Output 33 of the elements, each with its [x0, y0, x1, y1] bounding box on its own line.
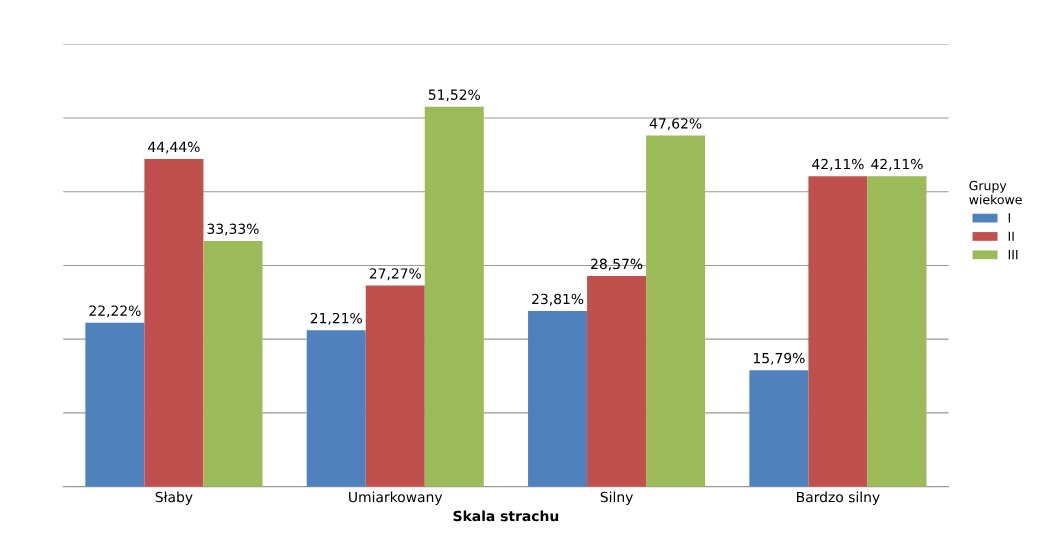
data-label: 22,22%: [89, 305, 141, 318]
bar: [144, 158, 204, 487]
data-label: 21,21%: [310, 312, 362, 325]
bar: [867, 176, 927, 487]
data-label: 33,33%: [207, 223, 259, 236]
x-tick-label: Umiarkowany: [349, 491, 443, 505]
bar: [587, 275, 647, 487]
legend-label: II: [1008, 231, 1014, 241]
data-label: 51,52%: [428, 89, 480, 102]
bar: [528, 311, 588, 487]
data-label: 42,11%: [812, 158, 864, 171]
x-tick-label: Słaby: [155, 491, 193, 505]
legend-label: III: [1008, 250, 1018, 260]
data-label: 44,44%: [148, 141, 200, 154]
bar: [808, 176, 868, 487]
x-tick-label: Bardzo silny: [797, 491, 880, 505]
data-label: 27,27%: [369, 268, 421, 281]
bar: [203, 240, 263, 487]
bar: [749, 370, 809, 487]
bar: [85, 322, 145, 487]
data-label: 28,57%: [591, 258, 643, 271]
data-label: 15,79%: [753, 352, 805, 365]
x-axis-title: Skala strachu: [453, 510, 559, 522]
bar: [646, 135, 706, 487]
legend-title: Grupy wiekowe: [969, 180, 1022, 205]
bar: [365, 285, 425, 487]
data-label: 47,62%: [649, 118, 702, 131]
x-tick-label: Silny: [600, 491, 633, 505]
bar: [424, 106, 484, 487]
bar: [306, 330, 366, 487]
data-label: 42,11%: [871, 158, 923, 171]
legend-label: I: [1008, 213, 1010, 223]
data-label: 23,81%: [532, 293, 584, 306]
